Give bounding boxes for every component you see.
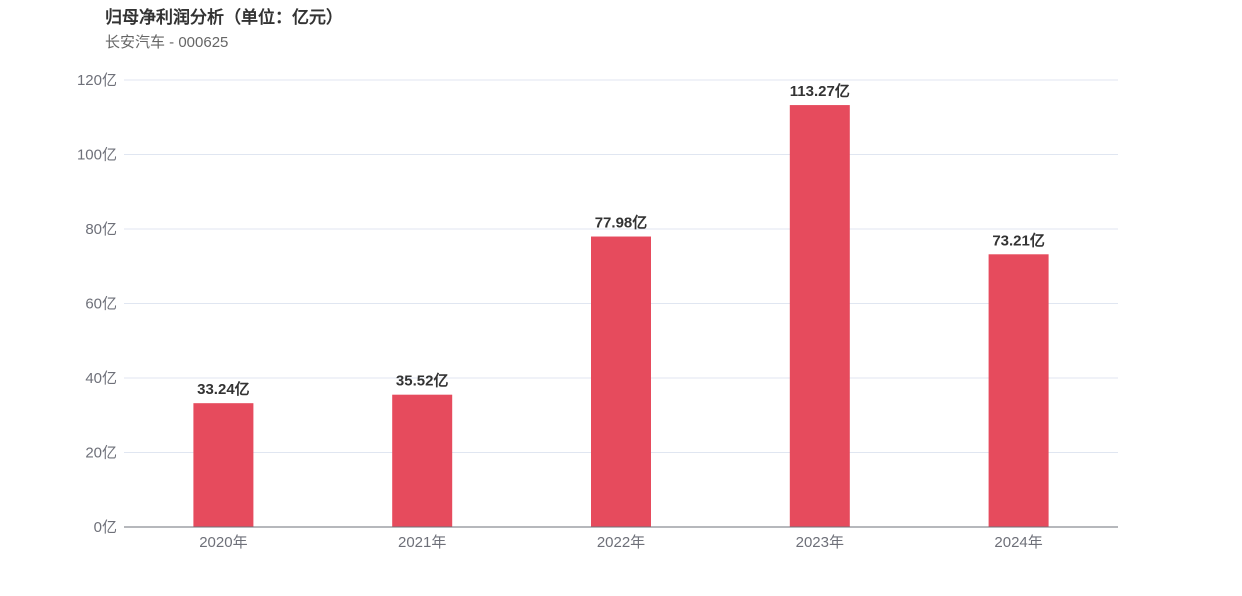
bar-0 — [193, 403, 254, 527]
y-tick-label: 20亿 — [85, 445, 117, 462]
chart-title: 归母净利润分析（单位：亿元） — [105, 8, 343, 27]
bar-2 — [591, 236, 651, 527]
x-tick-label: 2022年 — [597, 534, 645, 551]
y-tick-label: 0亿 — [94, 519, 117, 536]
data-labels: 33.24亿 35.52亿 77.98亿 113.27亿 73.21亿 — [197, 82, 1045, 398]
x-tick-label: 2023年 — [796, 534, 844, 551]
data-label: 35.52亿 — [396, 372, 449, 390]
bar-4 — [988, 254, 1049, 527]
bars — [193, 105, 1049, 528]
y-tick-label: 80亿 — [85, 221, 117, 238]
x-tick-label: 2021年 — [398, 534, 446, 551]
y-tick-label: 100亿 — [77, 147, 117, 164]
bar-1 — [392, 394, 453, 527]
x-axis-tick-labels: 2020年 2021年 2022年 2023年 2024年 — [199, 534, 1043, 551]
data-label: 77.98亿 — [595, 214, 648, 232]
x-tick-label: 2020年 — [199, 534, 247, 551]
y-tick-label: 40亿 — [85, 370, 117, 387]
y-tick-label: 120亿 — [77, 72, 117, 89]
data-label: 113.27亿 — [790, 82, 850, 100]
data-label: 73.21亿 — [992, 231, 1045, 249]
data-label: 33.24亿 — [197, 380, 250, 398]
bar-3 — [789, 105, 850, 528]
y-tick-label: 60亿 — [85, 296, 117, 313]
x-tick-label: 2024年 — [994, 534, 1042, 551]
chart-subtitle: 长安汽车 - 000625 — [105, 34, 229, 51]
y-axis-tick-labels: 0亿 20亿 40亿 60亿 80亿 100亿 120亿 — [77, 72, 117, 536]
